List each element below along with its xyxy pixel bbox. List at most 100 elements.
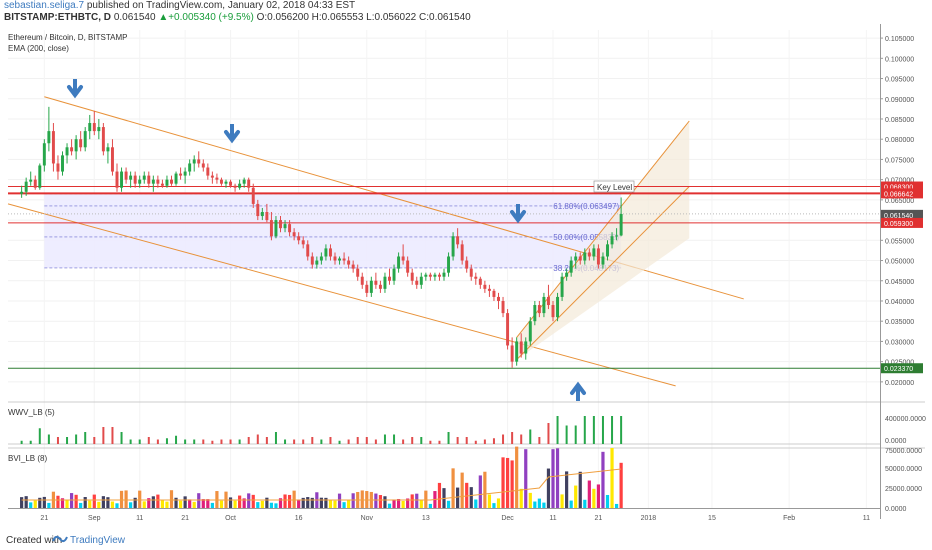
wvw-bar bbox=[47, 434, 50, 444]
bvi-bar bbox=[292, 490, 296, 508]
bvi-bar bbox=[60, 498, 65, 508]
ohlc-line: BITSTAMP:ETHBTC, D 0.061540 ▲+0.005340 (… bbox=[4, 12, 471, 24]
price-tick-label: 0.025000 bbox=[885, 360, 914, 367]
time-tick-label: Sep bbox=[88, 515, 101, 522]
bvi-bar bbox=[337, 493, 342, 508]
bvi-bar bbox=[569, 500, 573, 508]
wvw-bar bbox=[347, 439, 350, 444]
time-axis[interactable]: 21 Sep 11 21 Oct 16 Nov 13 Dec 11 21 2018 15 Feb 11 bbox=[8, 508, 880, 522]
bvi-bar bbox=[555, 448, 560, 508]
wvw-bar bbox=[66, 437, 69, 444]
candle-body bbox=[360, 276, 364, 285]
price-axis[interactable]: 0.105000 0.100000 0.095000 0.090000 0.085000… bbox=[880, 24, 914, 519]
candle-body bbox=[460, 244, 464, 261]
candle-body bbox=[88, 123, 92, 132]
bvi-bar bbox=[483, 471, 487, 508]
price-tick-label: 0.085000 bbox=[885, 117, 914, 124]
author-link[interactable]: sebastian.seliga.7 bbox=[4, 0, 85, 11]
bvi-bar bbox=[592, 488, 596, 508]
candle-body bbox=[83, 131, 87, 148]
bvi-bar bbox=[20, 497, 24, 508]
wvw-bar bbox=[93, 437, 96, 444]
price-tick-label: 0.065000 bbox=[885, 198, 914, 205]
bvi-tick-label: 75000.0000 bbox=[885, 448, 922, 455]
candle-body bbox=[560, 276, 564, 297]
wvw-bar bbox=[320, 439, 323, 444]
bvi-bar bbox=[419, 500, 423, 508]
bvi-label: BVI_LB (8) bbox=[8, 454, 47, 463]
candle-body bbox=[260, 212, 264, 217]
bvi-bar bbox=[515, 446, 519, 508]
price-tag-label: 0.059300 bbox=[884, 221, 913, 228]
bvi-bar bbox=[101, 496, 105, 508]
bvi-bar bbox=[492, 503, 496, 508]
bvi-bar bbox=[151, 496, 155, 508]
price-tag-label: 0.066642 bbox=[884, 191, 913, 198]
candle-body bbox=[47, 131, 51, 144]
fib-band bbox=[44, 193, 622, 268]
candle-body bbox=[61, 155, 64, 172]
bvi-bar bbox=[197, 493, 201, 508]
bvi-bar bbox=[374, 493, 378, 508]
candle-body bbox=[483, 284, 487, 289]
key-level-label: Key Level bbox=[593, 180, 635, 193]
price-tag bbox=[881, 181, 923, 192]
bvi-bar bbox=[360, 490, 364, 508]
wvw-bar bbox=[601, 416, 604, 444]
candle-body bbox=[115, 171, 119, 188]
candle-body bbox=[179, 173, 183, 176]
trend-channels bbox=[7, 96, 744, 387]
bvi-bar bbox=[238, 495, 242, 508]
candle-body bbox=[129, 175, 133, 180]
candle-body bbox=[415, 280, 419, 285]
candle-body bbox=[351, 264, 355, 269]
candle-body bbox=[551, 305, 555, 318]
bvi-bar bbox=[510, 460, 514, 508]
bvi-bar bbox=[192, 501, 196, 508]
candle-body bbox=[306, 244, 310, 257]
bvi-bar bbox=[460, 472, 464, 508]
wvw-bar bbox=[156, 439, 159, 444]
candle-body bbox=[151, 179, 155, 184]
wvw-bar bbox=[483, 439, 486, 444]
candle-body bbox=[229, 181, 233, 186]
candle-body bbox=[142, 175, 146, 180]
bvi-bar bbox=[505, 457, 510, 508]
bvi-bar bbox=[501, 457, 505, 508]
bvi-bar bbox=[578, 471, 582, 508]
wvw-bar bbox=[565, 425, 568, 444]
price-tick-label: 0.095000 bbox=[885, 77, 914, 84]
candle-body bbox=[51, 131, 55, 164]
chart-area[interactable]: 61.80%(0.063497)50.00%(0.055835)38.20%(0… bbox=[0, 24, 932, 530]
candle-body bbox=[42, 143, 46, 166]
bvi-bar bbox=[160, 500, 165, 508]
candle-body bbox=[510, 345, 514, 362]
bvi-bar bbox=[251, 494, 255, 508]
price-tick-label: 0.105000 bbox=[885, 36, 914, 43]
candle-body bbox=[279, 220, 282, 229]
price-tick-label: 0.100000 bbox=[885, 56, 914, 63]
candle-body bbox=[406, 260, 410, 273]
candle-body bbox=[606, 244, 609, 257]
brand-link[interactable]: TradingView bbox=[70, 535, 126, 546]
price-tick-label: 0.030000 bbox=[885, 339, 914, 346]
wvw-bar bbox=[338, 440, 341, 444]
candle-body bbox=[283, 224, 287, 229]
time-tick-label: 21 bbox=[595, 515, 603, 522]
time-tick-label: 21 bbox=[181, 515, 189, 522]
wvw-bar bbox=[611, 416, 614, 444]
bvi-bar bbox=[587, 480, 591, 508]
bvi-bar bbox=[29, 502, 33, 508]
bvi-bar bbox=[206, 499, 210, 508]
wvw-bar bbox=[583, 416, 586, 444]
candle-body bbox=[319, 256, 323, 261]
bvi-bar bbox=[56, 495, 60, 508]
price-tick-label: 0.020000 bbox=[885, 380, 914, 387]
wvw-bar bbox=[38, 428, 41, 444]
time-tick-label: 13 bbox=[422, 515, 430, 522]
wvw-bar bbox=[402, 439, 405, 444]
time-tick-label: 16 bbox=[295, 515, 303, 522]
bvi-bar bbox=[92, 494, 96, 508]
bvi-bar bbox=[424, 490, 428, 508]
candle-body bbox=[542, 296, 546, 314]
